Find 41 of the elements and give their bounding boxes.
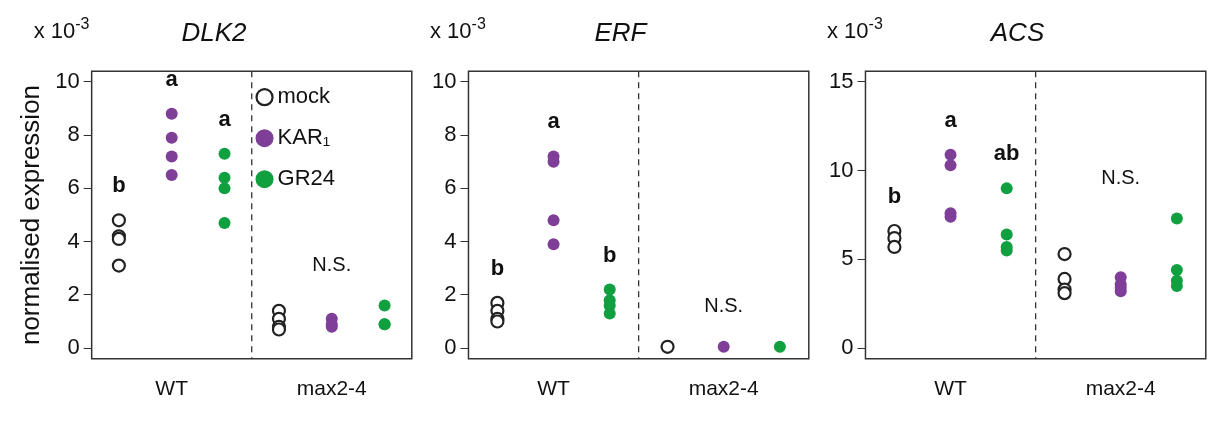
x-tick-label: WT [155, 376, 189, 400]
annotation: a [165, 65, 179, 91]
y-axis-title: normalised expression [14, 84, 45, 346]
chart-title: ERF [594, 16, 649, 47]
y-tick-label: 10 [431, 67, 457, 93]
y-tick-label: 8 [444, 121, 457, 147]
legend-label: mock [277, 83, 332, 109]
y-tick-label: 0 [67, 334, 80, 360]
x-tick-label: WT [537, 376, 571, 400]
y-tick-label: 5 [841, 245, 854, 271]
legend-label: GR24 [277, 165, 336, 191]
chart-title: ACS [988, 16, 1045, 47]
x-tick-label: max2-4 [688, 376, 760, 400]
annotation: b [887, 183, 902, 209]
annotation: b [112, 172, 126, 198]
y-tick-label: 4 [444, 227, 457, 253]
annotation: ab [993, 140, 1020, 166]
legend-label: KAR₁ [277, 124, 331, 150]
y-tick-label: 2 [67, 280, 80, 306]
annotation: a [218, 105, 232, 131]
y-tick-label: 2 [444, 280, 457, 306]
annotation: b [490, 254, 505, 280]
y-tick-label: 0 [841, 334, 854, 360]
x-tick-label: max2-4 [296, 376, 368, 400]
annotation: N.S. [312, 253, 352, 276]
y-tick-label: 10 [828, 156, 854, 182]
y-tick-label: 8 [67, 121, 80, 147]
annotation: a [944, 106, 958, 132]
x-tick-label: WT [934, 376, 968, 400]
y-tick-label: 6 [67, 174, 80, 200]
chart-title: DLK2 [181, 16, 248, 47]
annotation: N.S. [1101, 166, 1141, 189]
y-tick-label: 10 [55, 67, 80, 93]
annotation: N.S. [704, 294, 744, 317]
annotation: a [547, 108, 561, 134]
y-tick-label: 6 [444, 174, 457, 200]
y-tick-label: 15 [828, 67, 854, 93]
y-tick-label: 0 [444, 334, 457, 360]
annotation: b [602, 241, 617, 267]
x-tick-label: max2-4 [1085, 376, 1157, 400]
y-tick-label: 4 [67, 227, 80, 253]
